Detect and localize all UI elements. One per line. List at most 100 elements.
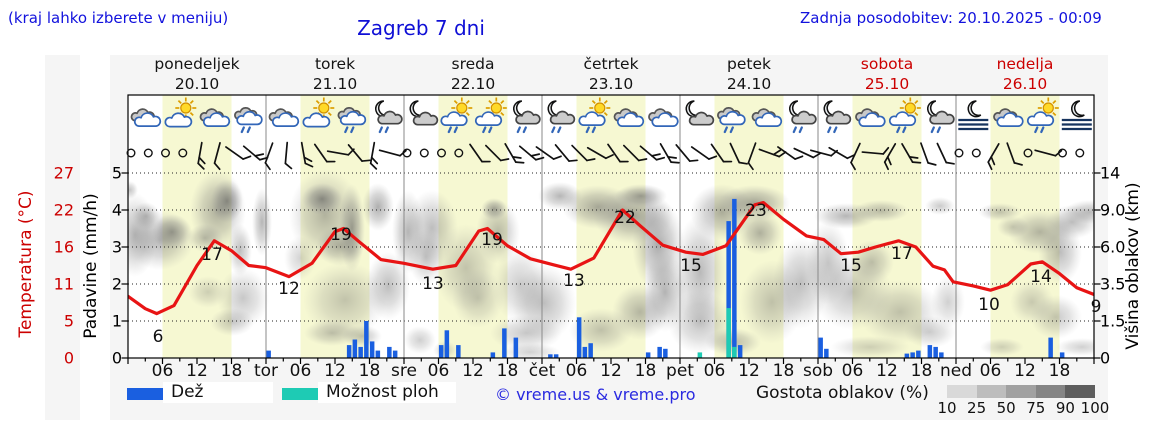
day-name: četrtek (583, 55, 639, 73)
wind-barb-icon (659, 143, 680, 164)
cloud-height-tick: 14 (1100, 163, 1121, 183)
wind-barb-icon (828, 146, 856, 160)
precipitation-tick: 3 (111, 237, 122, 257)
colorbar-segment (1065, 385, 1095, 398)
temperature-value-label: 13 (563, 271, 585, 291)
temperature-tick: 0 (63, 348, 74, 368)
location-menu-hint: (kraj lahko izberete v meniju) (8, 9, 229, 27)
x-axis-tick: 12 (876, 361, 898, 381)
x-axis-tick: pet (666, 361, 694, 381)
colorbar-segment (1035, 385, 1066, 398)
wind-barb-icon (485, 144, 510, 162)
wind-barb-icon (710, 143, 733, 163)
weather-icon-cloud (751, 108, 783, 127)
x-axis-tick: 12 (1014, 361, 1036, 381)
wind-barb-icon (554, 144, 578, 162)
x-axis-tick: 06 (841, 361, 864, 381)
day-name: torek (314, 55, 356, 73)
weather-icon-moon-cloud (685, 100, 715, 126)
day-name: ponedeljek (154, 55, 240, 73)
weather-icon-rain (717, 107, 746, 134)
weather-icon-moon-rain (547, 100, 576, 134)
cloud-height-tick: 0 (1100, 348, 1111, 368)
wind-barb-icon (213, 142, 221, 171)
weather-icon-cloud (648, 108, 679, 127)
x-axis-tick: 12 (324, 361, 346, 381)
temperature-value-label: 14 (1030, 267, 1052, 287)
day-name: sobota (860, 55, 914, 73)
wind-calm-icon (1023, 148, 1033, 158)
temperature-value-label: 9 (1090, 297, 1102, 317)
x-axis-tick: 18 (910, 361, 933, 381)
wind-barb-icon (197, 141, 206, 170)
wind-calm-icon (1075, 148, 1085, 158)
wind-barb-icon (758, 148, 787, 158)
temperature-value-label: 17 (201, 245, 223, 265)
wind-barb-icon (469, 143, 491, 163)
colorbar-segment (1006, 385, 1036, 398)
wind-barb-icon (347, 144, 371, 162)
colorbar-segment (947, 385, 977, 398)
temperature-value-label: 10 (978, 295, 1000, 315)
wind-barb-icon (936, 142, 955, 165)
precipitation-tick: 5 (111, 163, 122, 183)
day-name: nedelja (996, 55, 1054, 73)
weather-icon-moon-rain (927, 100, 955, 134)
wind-barb-icon (920, 142, 937, 166)
weather-icon-sun-rain (440, 97, 473, 134)
x-axis-tick: 18 (358, 361, 381, 381)
page-title: Zagreb 7 dni (357, 16, 485, 40)
day-date: 23.10 (588, 75, 634, 93)
wind-calm-icon (402, 148, 412, 158)
cloud-cover-scale-label: 10 (937, 399, 957, 417)
temperature-value-label: 6 (152, 327, 164, 347)
x-axis-tick: 18 (220, 361, 243, 381)
weather-icon-sun-cloud (302, 97, 335, 128)
wind-barb-icon (225, 146, 252, 160)
day-date: 24.10 (726, 75, 772, 93)
weather-icon-sun-rain (474, 97, 507, 134)
temperature-tick: 22 (53, 200, 74, 220)
wind-barb-icon (675, 144, 699, 162)
day-name: sreda (451, 55, 495, 73)
x-axis-tick: 06 (703, 361, 726, 381)
weather-icon-cloud (199, 108, 231, 127)
temperature-value-label: 22 (614, 208, 636, 228)
wind-barb-icon (571, 144, 596, 162)
wind-barb-icon (861, 146, 890, 155)
cloud-height-tick: 1.5 (1100, 311, 1126, 331)
x-axis-tick: 18 (496, 361, 519, 381)
cloud-cover-scale-label: 25 (967, 399, 987, 417)
temperature-value-label: 13 (422, 274, 444, 294)
day-date: 25.10 (864, 75, 910, 93)
wind-barb-icon (369, 141, 379, 170)
wind-barb-icon (747, 142, 757, 171)
cloud-cover-scale-label: 100 (1080, 399, 1110, 417)
weather-icon-sun-rain (578, 97, 611, 134)
wind-barb-icon (535, 146, 562, 160)
x-axis-tick: 06 (151, 361, 174, 381)
wind-calm-icon (437, 148, 447, 158)
x-axis-tick: čet (528, 361, 556, 381)
wind-barb-icon (639, 145, 666, 161)
wind-calm-icon (160, 148, 170, 158)
wind-barb-icon (300, 141, 314, 168)
copyright-link[interactable]: © vreme.us & vreme.pro (495, 385, 696, 404)
wind-barb-icon (518, 145, 545, 161)
temperature-value-label: 17 (891, 244, 913, 264)
wind-calm-icon (178, 148, 188, 158)
weather-icon-cloud (993, 108, 1024, 127)
day-date: 21.10 (312, 75, 358, 93)
wind-barb-icon (901, 143, 922, 164)
cloud-height-tick: 6.0 (1100, 237, 1126, 257)
wind-barb-icon (623, 144, 648, 162)
temperature-axis-panel (45, 55, 80, 420)
x-axis-tick: 18 (772, 361, 795, 381)
wind-calm-icon (454, 148, 464, 158)
cloud-cover-legend-label: Gostota oblakov (%) (756, 383, 929, 403)
x-axis-tick: 06 (427, 361, 450, 381)
precipitation-tick: 1 (111, 311, 122, 331)
wind-calm-icon (419, 148, 429, 158)
wind-barb-icon (793, 147, 821, 159)
